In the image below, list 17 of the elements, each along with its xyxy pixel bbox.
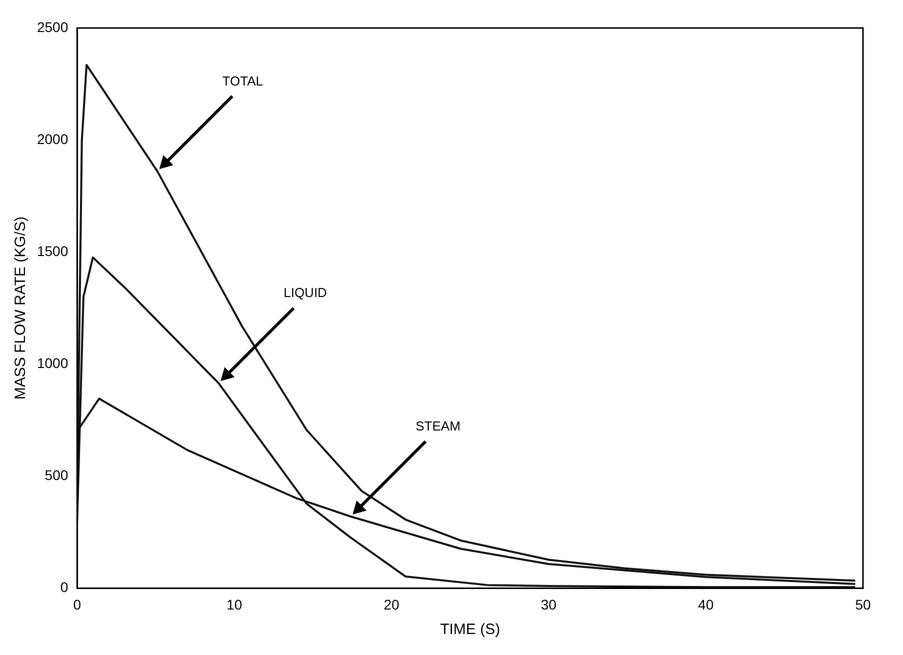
y-tick-label: 1000 xyxy=(36,354,68,371)
y-tick-label: 2000 xyxy=(36,130,68,147)
x-axis-title: TIME (S) xyxy=(440,621,500,638)
y-tick-label: 1500 xyxy=(36,242,68,259)
annotation: LIQUID xyxy=(284,285,327,300)
y-tick-label: 0 xyxy=(60,579,68,596)
y-axis-title: MASS FLOW RATE (KG/S) xyxy=(12,216,30,400)
y-tick-label: 2500 xyxy=(36,18,68,35)
x-tick-label: 30 xyxy=(540,596,557,612)
y-tick-label: 500 xyxy=(44,467,68,484)
x-tick-label: 10 xyxy=(226,596,242,612)
x-tick-label: 20 xyxy=(384,596,400,612)
x-tick-label: 0 xyxy=(73,596,82,612)
annotation: TOTAL xyxy=(222,73,264,88)
annotation: STEAM xyxy=(416,418,460,434)
x-tick-label: 40 xyxy=(698,596,714,612)
x-tick-label: 50 xyxy=(855,596,871,612)
